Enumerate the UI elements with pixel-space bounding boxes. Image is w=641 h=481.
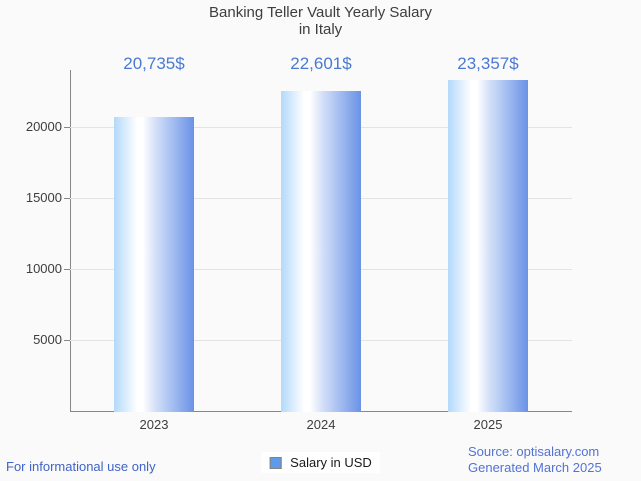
value-label-2023: 20,735$ <box>123 54 185 73</box>
bar-2025 <box>448 80 528 412</box>
y-tick-15000 <box>64 198 70 199</box>
chart-title: Banking Teller Vault Yearly Salary in It… <box>0 4 641 38</box>
footer-disclaimer: For informational use only <box>6 459 156 474</box>
value-label-2025: 23,357$ <box>457 54 519 73</box>
x-axis-label-2024: 2024 <box>306 417 336 432</box>
footer-generated: Generated March 2025 <box>468 460 602 475</box>
x-axis-label-2025: 2025 <box>473 417 503 432</box>
x-axis-label-2023: 2023 <box>139 417 169 432</box>
bar-2024 <box>281 91 361 412</box>
legend-label: Salary in USD <box>290 455 372 470</box>
legend-swatch-icon <box>269 456 282 469</box>
y-axis-label-15000: 15000 <box>25 190 62 205</box>
chart-title-line2: in Italy <box>298 21 343 38</box>
value-label-2024: 22,601$ <box>290 54 352 73</box>
legend: Salary in USD <box>261 452 380 473</box>
y-axis-label-10000: 10000 <box>25 261 62 276</box>
y-tick-20000 <box>64 127 70 128</box>
footer-source-block: Source: optisalary.com Generated March 2… <box>468 444 602 476</box>
y-tick-5000 <box>64 340 70 341</box>
footer-source: Source: optisalary.com <box>468 444 600 459</box>
y-axis-label-5000: 5000 <box>33 332 62 347</box>
y-tick-10000 <box>64 269 70 270</box>
chart-title-line1: Banking Teller Vault Yearly Salary <box>209 4 432 21</box>
bar-2023 <box>114 117 194 412</box>
y-axis-label-20000: 20000 <box>25 119 62 134</box>
